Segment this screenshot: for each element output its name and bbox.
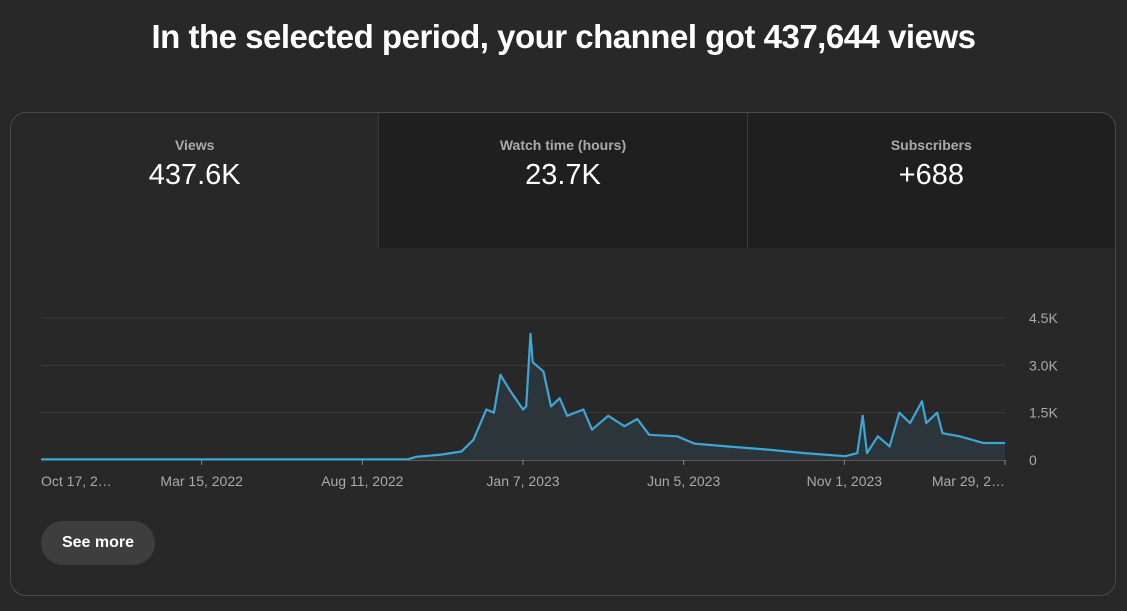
x-tick-label: Mar 29, 2… [932,473,1005,489]
tab-label: Views [174,137,215,153]
tab-views[interactable]: Views 437.6K [11,113,379,248]
y-tick-label: 0 [1029,452,1037,468]
page-headline: In the selected period, your channel got… [151,18,976,55]
x-tick-label: Aug 11, 2022 [321,473,403,489]
views-line [41,332,1005,461]
y-tick-label: 4.5K [1029,310,1058,326]
y-tick-label: 3.0K [1029,357,1058,373]
y-tick-label: 1.5K [1029,405,1058,421]
x-tick-label: Jan 7, 2023 [486,473,559,489]
views-chart: 0 1.5K 3.0K 4.5K Oct 17, 2… Mar 15, 2022 Aug 1… [41,310,1058,489]
tab-value: 437.6K [148,159,241,191]
tab-value: 23.7K [525,159,601,191]
tab-value: +688 [898,159,964,191]
x-tick-label: Nov 1, 2023 [807,473,883,489]
tab-subscribers[interactable]: Subscribers +688 [746,113,1115,248]
x-tick-label: Mar 15, 2022 [160,473,243,489]
tab-watch-time[interactable]: Watch time (hours) 23.7K [378,113,747,248]
tab-label: Watch time (hours) [499,137,627,153]
metric-tabs: Views 437.6K Watch time (hours) 23.7K Su… [11,113,1115,248]
analytics-card: Views 437.6K Watch time (hours) 23.7K Su… [10,112,1116,596]
see-more-button[interactable]: See more [41,521,155,565]
x-tick-label: Jun 5, 2023 [647,473,720,489]
x-tick-label: Oct 17, 2… [41,473,112,489]
views-area [41,333,1005,460]
tab-label: Subscribers [890,137,972,153]
